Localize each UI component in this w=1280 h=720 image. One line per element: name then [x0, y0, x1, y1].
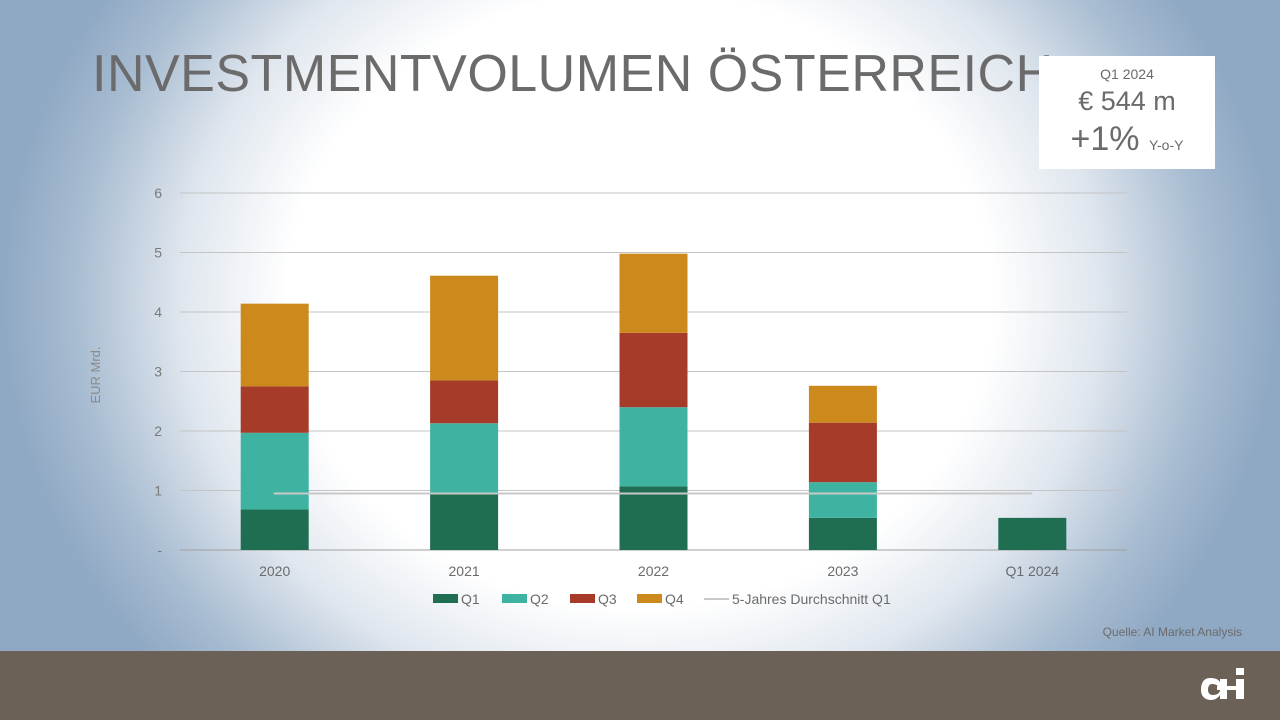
bar-q2-2020 [240, 432, 309, 510]
kpi-change-unit: Y-o-Y [1148, 137, 1184, 153]
bar-q3-2023 [808, 422, 877, 483]
grid-lines [180, 192, 1127, 551]
legend-swatch-q2 [502, 594, 527, 603]
bar-q3-2021 [430, 380, 499, 424]
footer-bar [0, 651, 1280, 720]
legend-swatch-q3 [570, 594, 595, 603]
legend-swatch-q1 [433, 594, 458, 603]
legend-label: 5-Jahres Durchschnitt Q1 [732, 591, 891, 607]
x-tick-label: 2023 [827, 563, 858, 579]
bar-q4-2021 [430, 275, 499, 381]
source-note: Quelle: AI Market Analysis [1102, 625, 1242, 639]
bar-q1-2022 [619, 486, 688, 550]
x-tick-label: Q1 2024 [1005, 563, 1059, 579]
ai-logo-icon [1201, 668, 1244, 700]
x-tick-label: 2020 [259, 563, 290, 579]
y-tick-label: 2 [154, 423, 162, 439]
bar-q3-2022 [619, 332, 688, 408]
legend-label: Q1 [461, 591, 480, 607]
bar-q1-2023 [808, 517, 877, 550]
y-axis-label: EUR Mrd. [88, 346, 103, 403]
y-axis-ticks: - 1 2 3 4 5 6 [154, 185, 162, 558]
bar-q1-q1-2024 [998, 517, 1067, 550]
bar-q3-2020 [240, 386, 309, 433]
kpi-change-value: +1% [1070, 120, 1140, 158]
x-tick-label: 2022 [638, 563, 669, 579]
legend-label: Q4 [665, 591, 684, 607]
x-tick-label: 2021 [449, 563, 480, 579]
legend-label: Q3 [598, 591, 617, 607]
kpi-amount: € 544 m [1078, 86, 1176, 116]
x-axis-ticks: 2020 2021 2022 2023 Q1 2024 [259, 563, 1059, 579]
bar-q4-2023 [808, 385, 877, 423]
page-title: INVESTMENTVOLUMEN ÖSTERREICH [92, 45, 1054, 103]
bars [240, 253, 1067, 550]
legend-swatch-q4 [637, 594, 662, 603]
kpi-change: +1% Y-o-Y [1039, 120, 1215, 159]
y-tick-label: 5 [154, 245, 162, 261]
y-tick-label: 4 [154, 304, 162, 320]
bar-q4-2020 [240, 303, 309, 387]
bar-q1-2020 [240, 509, 309, 550]
y-tick-label: 3 [154, 364, 162, 380]
bar-q2-2023 [808, 482, 877, 518]
legend: Q1 Q2 Q3 Q4 5-Jahres Durchschnitt Q1 [433, 591, 891, 607]
legend-label: Q2 [530, 591, 549, 607]
bar-q1-2021 [430, 493, 499, 550]
y-tick-label: - [157, 542, 162, 558]
y-tick-label: 1 [154, 483, 162, 499]
kpi-box: Q1 2024 € 544 m +1% Y-o-Y [1039, 56, 1215, 169]
stacked-bar-chart: - 1 2 3 4 5 6 EUR Mrd. 2020 2021 2022 2023 Q1 2024… [88, 185, 1127, 607]
bar-q2-2021 [430, 423, 499, 494]
bar-q2-2022 [619, 407, 688, 487]
y-tick-label: 6 [154, 185, 162, 201]
kpi-period: Q1 2024 [1100, 66, 1154, 82]
bar-q4-2022 [619, 253, 688, 333]
